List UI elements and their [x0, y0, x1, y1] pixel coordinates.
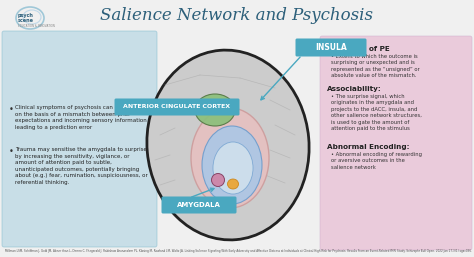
Text: INSULA: INSULA	[315, 43, 347, 52]
Text: •: •	[9, 147, 14, 156]
Ellipse shape	[195, 94, 235, 126]
Text: Abnormal Encoding:: Abnormal Encoding:	[327, 144, 410, 150]
Ellipse shape	[202, 126, 262, 204]
Text: ACC: ACC	[207, 106, 224, 115]
Text: Mismatch of PE: Mismatch of PE	[327, 46, 390, 52]
FancyBboxPatch shape	[115, 98, 239, 115]
Text: psych
scene: psych scene	[18, 13, 34, 23]
Text: AMYGDALA: AMYGDALA	[177, 202, 221, 208]
Text: Associability:: Associability:	[327, 86, 382, 92]
Text: ANTERIOR CINGULATE CORTEX: ANTERIOR CINGULATE CORTEX	[123, 105, 230, 109]
Ellipse shape	[228, 179, 238, 189]
FancyBboxPatch shape	[2, 31, 157, 247]
Ellipse shape	[147, 50, 309, 240]
Text: Salience Network and Psychosis: Salience Network and Psychosis	[100, 7, 374, 24]
Ellipse shape	[213, 142, 253, 194]
Text: • The surprise signal, which
originates in the amygdala and
projects to the dACC: • The surprise signal, which originates …	[331, 94, 422, 131]
FancyBboxPatch shape	[162, 197, 237, 214]
Text: EDUCATION & INNOVATION: EDUCATION & INNOVATION	[18, 24, 55, 28]
Text: •: •	[9, 105, 14, 114]
Text: • Abnormal encoding of rewarding
or aversive outcomes in the
salience network: • Abnormal encoding of rewarding or aver…	[331, 152, 422, 170]
Text: Clinical symptoms of psychosis can be explained
on the basis of a mismatch betwe: Clinical symptoms of psychosis can be ex…	[15, 105, 150, 130]
Text: • Extent to which the outcome is
surprising or unexpected and is
represented as : • Extent to which the outcome is surpris…	[331, 54, 420, 78]
Ellipse shape	[211, 173, 225, 187]
Text: Millman LSM, Schiffman J, Gold JM, Abner than L, Demro C, Fitzgerald J, Rabishaw: Millman LSM, Schiffman J, Gold JM, Abner…	[5, 249, 472, 253]
FancyBboxPatch shape	[320, 36, 472, 250]
Text: Trauma may sensitise the amygdala to surprise
by increasing the sensitivity, vig: Trauma may sensitise the amygdala to sur…	[15, 147, 148, 185]
Ellipse shape	[191, 108, 269, 208]
FancyBboxPatch shape	[295, 39, 366, 57]
